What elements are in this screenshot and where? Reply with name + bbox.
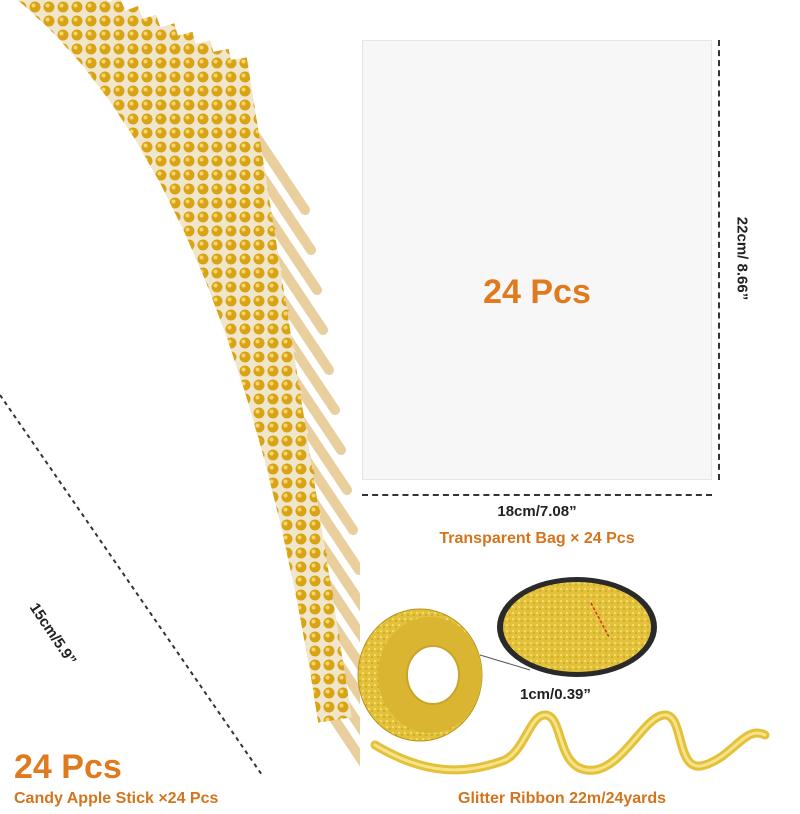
ribbon-width-label: 1cm/0.39” bbox=[520, 686, 591, 703]
bag-title: Transparent Bag × 24 Pcs bbox=[439, 530, 635, 547]
glitter-ribbon-image bbox=[357, 577, 770, 775]
ribbon-zoom-texture bbox=[503, 582, 651, 672]
sticks-count: 24 Pcs bbox=[14, 748, 122, 786]
stick-length-dimension-line bbox=[0, 394, 263, 776]
ribbon-title: Glitter Ribbon 22m/24yards bbox=[458, 790, 667, 807]
ribbon-spool-core bbox=[406, 645, 460, 705]
bag-width-label: 18cm/7.08” bbox=[497, 503, 577, 520]
ribbon-width-marker bbox=[590, 602, 610, 638]
candy-apple-sticks-image bbox=[0, 0, 360, 776]
bag-height-dimension-line bbox=[718, 40, 720, 480]
bag-count: 24 Pcs bbox=[483, 273, 591, 311]
transparent-bag-image: 24 Pcs bbox=[362, 40, 712, 480]
candy-stick bbox=[213, 57, 360, 767]
bag-width-dimension-line bbox=[362, 494, 712, 496]
sticks-title: Candy Apple Stick ×24 Pcs bbox=[14, 790, 219, 807]
bag-height-label: 22cm/ 8.66” bbox=[733, 216, 751, 301]
